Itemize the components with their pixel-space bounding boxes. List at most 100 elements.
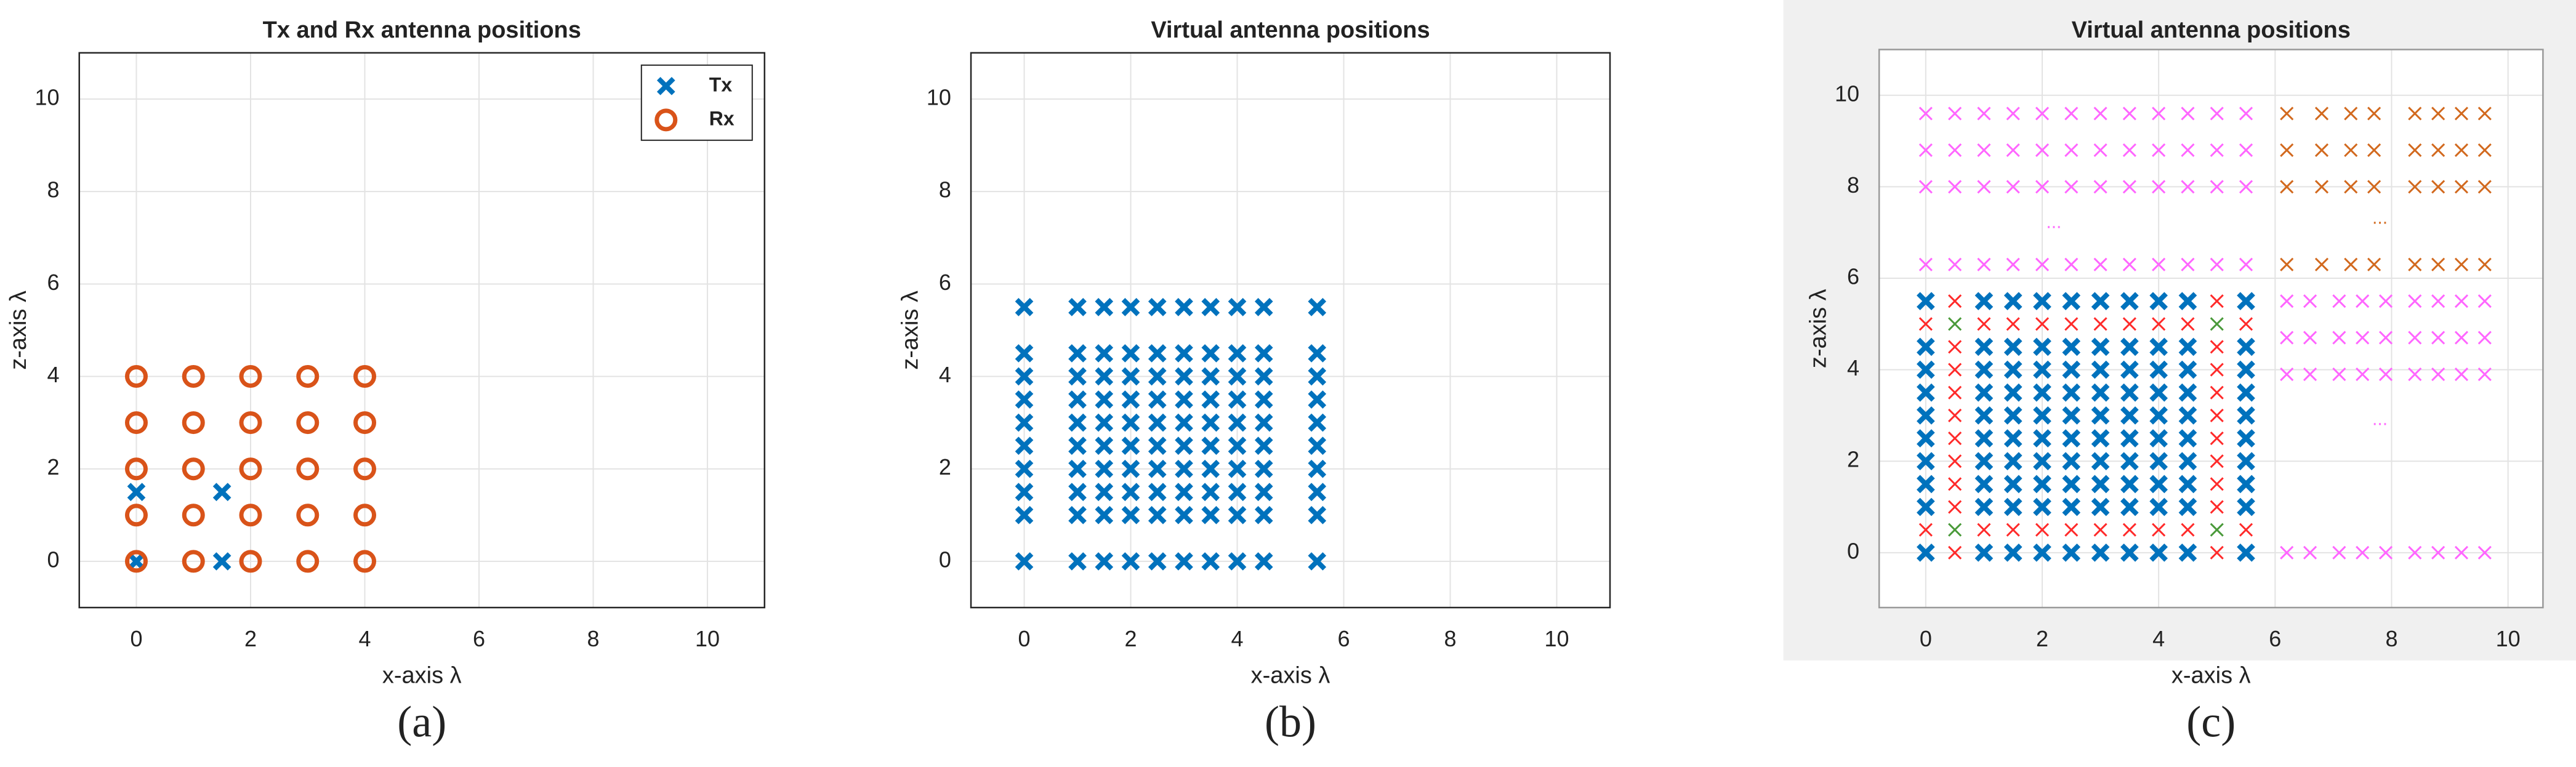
data-point — [1308, 552, 1327, 571]
data-point — [2149, 406, 2168, 425]
data-point — [2093, 106, 2107, 121]
data-point — [1948, 500, 1962, 514]
data-point — [2210, 180, 2224, 194]
x-tick-label: 2 — [2036, 626, 2048, 651]
x-tick-label: 2 — [1125, 626, 1137, 651]
data-point — [2314, 257, 2329, 271]
data-point — [1917, 383, 1935, 402]
data-point — [2408, 367, 2422, 382]
data-point — [2120, 452, 2139, 471]
data-point — [2237, 429, 2255, 448]
data-point — [1254, 459, 1273, 478]
data-point — [1121, 436, 1140, 455]
panel-label: (c) — [2186, 697, 2236, 747]
data-point — [1977, 317, 1991, 331]
legend-marker — [656, 76, 675, 95]
data-point — [2237, 292, 2255, 310]
data-point — [2314, 180, 2329, 194]
data-point — [2091, 452, 2110, 471]
data-point — [2332, 545, 2346, 560]
data-point — [1095, 344, 1114, 363]
data-point — [2314, 106, 2329, 121]
data-point — [2210, 106, 2224, 121]
x-tick-label: 0 — [130, 626, 142, 651]
data-point — [1175, 436, 1193, 455]
data-point — [2477, 143, 2492, 157]
data-point — [2237, 360, 2255, 379]
data-point — [2178, 406, 2197, 425]
data-point — [1095, 298, 1114, 316]
data-point — [239, 457, 262, 481]
data-point — [1175, 413, 1193, 432]
data-point — [2181, 523, 2195, 537]
data-point — [2454, 294, 2469, 308]
data-point — [1228, 344, 1247, 363]
x-tick-label: 8 — [1444, 626, 1456, 651]
data-point — [2408, 331, 2422, 345]
data-point — [2431, 257, 2445, 271]
data-point — [2178, 292, 2197, 310]
data-point — [2356, 367, 2370, 382]
data-point — [2210, 317, 2224, 331]
y-tick-label: 6 — [1847, 264, 1859, 289]
data-point — [1121, 483, 1140, 502]
data-point — [1095, 367, 1114, 386]
data-point — [1121, 367, 1140, 386]
data-point — [2149, 360, 2168, 379]
data-point — [1974, 337, 1994, 356]
data-point — [2091, 292, 2110, 310]
annotation: ... — [2372, 207, 2388, 228]
data-point — [2120, 497, 2139, 516]
x-tick-label: 10 — [695, 626, 720, 651]
data-point — [296, 411, 320, 435]
y-tick-label: 2 — [1847, 447, 1859, 472]
data-point — [2003, 383, 2023, 402]
data-point — [2280, 106, 2294, 121]
data-point — [1948, 180, 1962, 194]
data-point — [2093, 317, 2107, 331]
data-point — [1917, 543, 1935, 562]
data-point — [124, 411, 148, 435]
data-point — [2210, 523, 2224, 537]
legend-marker — [654, 108, 678, 132]
data-point — [2431, 545, 2445, 560]
data-point — [2239, 317, 2253, 331]
data-point — [2120, 429, 2139, 448]
data-point — [1175, 505, 1193, 524]
data-point — [1948, 477, 1962, 491]
data-point — [2314, 143, 2329, 157]
chart-title: Tx and Rx antenna positions — [263, 17, 581, 43]
data-point — [2035, 180, 2050, 194]
data-point — [1175, 483, 1193, 502]
y-tick-label: 2 — [939, 454, 951, 480]
data-point — [1068, 552, 1087, 571]
panel-label: (b) — [1265, 697, 1316, 747]
data-point — [1948, 363, 1962, 377]
data-point — [2093, 143, 2107, 157]
data-point — [1015, 298, 1034, 316]
data-point — [2237, 337, 2255, 356]
data-point — [1308, 459, 1327, 478]
data-point — [1148, 298, 1167, 316]
data-point — [2120, 475, 2139, 494]
data-point — [1015, 436, 1034, 455]
data-point — [1121, 505, 1140, 524]
data-point — [1148, 436, 1167, 455]
data-point — [212, 483, 231, 502]
data-point — [1254, 390, 1273, 409]
data-point — [1974, 543, 1994, 562]
y-tick-label: 8 — [47, 177, 60, 203]
data-point — [2178, 543, 2197, 562]
data-point — [2064, 143, 2079, 157]
data-point — [2210, 500, 2224, 514]
plot-frame — [970, 52, 1611, 609]
x-tick-label: 4 — [2152, 626, 2165, 651]
data-point — [2091, 543, 2110, 562]
data-point — [1148, 505, 1167, 524]
data-point — [1121, 413, 1140, 432]
legend-box — [640, 64, 753, 141]
x-axis-label: x-axis λ — [2171, 663, 2251, 689]
data-point — [2178, 497, 2197, 516]
data-point — [2408, 294, 2422, 308]
